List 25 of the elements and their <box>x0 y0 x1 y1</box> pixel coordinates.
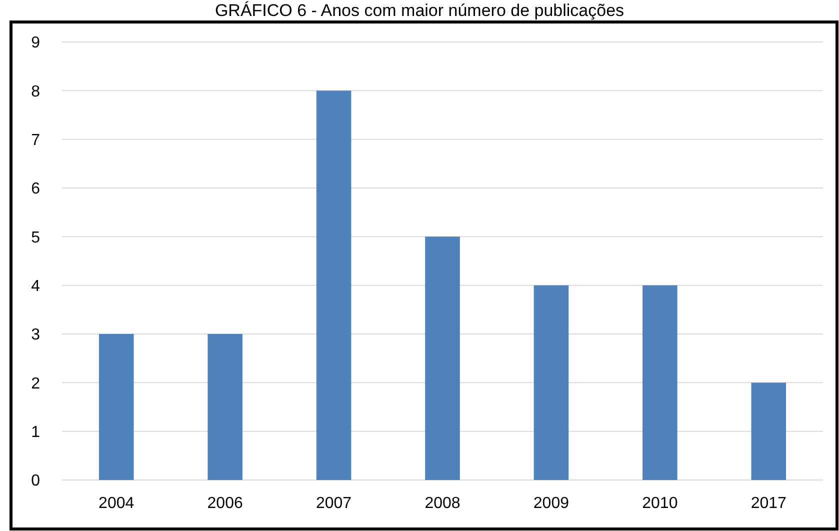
bar <box>208 334 242 480</box>
x-tick-label: 2004 <box>98 495 134 512</box>
y-tick-label: 4 <box>31 278 40 295</box>
x-tick-label: 2017 <box>750 495 787 512</box>
y-tick-label: 1 <box>31 424 40 441</box>
chart-title: GRÁFICO 6 - Anos com maior número de publicações <box>214 1 624 20</box>
bar <box>642 285 678 480</box>
y-tick-label: 2 <box>31 375 40 392</box>
x-tick-label: 2009 <box>533 495 570 512</box>
x-tick-label: 2007 <box>316 495 352 512</box>
bar <box>751 382 786 480</box>
bar <box>98 334 134 480</box>
x-tick-label: 2006 <box>207 495 243 512</box>
y-tick-label: 9 <box>31 34 40 52</box>
y-tick-label: 5 <box>31 229 40 246</box>
y-tick-label: 6 <box>31 180 40 198</box>
bar <box>534 285 569 480</box>
bar <box>425 236 460 480</box>
bar <box>316 90 352 480</box>
y-tick-label: 7 <box>31 132 40 149</box>
y-tick-label: 0 <box>31 472 40 490</box>
x-tick-label: 2008 <box>424 495 460 512</box>
y-tick-label: 8 <box>31 83 40 100</box>
x-tick-label: 2010 <box>642 495 678 512</box>
y-tick-label: 3 <box>31 326 40 344</box>
